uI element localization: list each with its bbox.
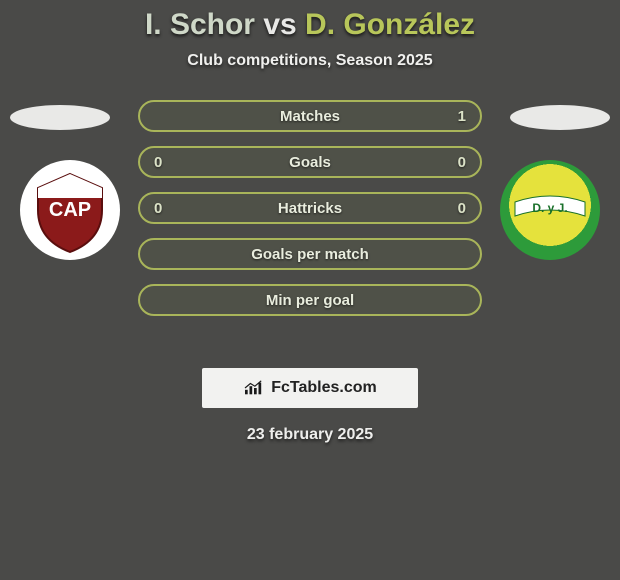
stat-right-value: 0 [436,154,466,171]
brand-text: FcTables.com [271,379,377,397]
page-title: I. Schor vs D. González [0,8,620,42]
stat-row-hattricks: 0 Hattricks 0 [138,192,482,224]
vs-text: vs [263,8,296,41]
stat-left-value: 0 [154,154,184,171]
stat-row-min-per-goal: Min per goal [138,284,482,316]
stat-left-value: 0 [154,200,184,217]
stat-label: Min per goal [184,292,436,309]
stat-right-value: 0 [436,200,466,217]
crest-right-banner-text: D. y J. [532,201,567,215]
stat-label: Goals per match [184,246,436,263]
player1-name: I. Schor [145,8,255,41]
brand-badge: FcTables.com [202,368,418,408]
bar-chart-icon [243,379,265,397]
stat-label: Hattricks [184,200,436,217]
player2-avatar [510,105,610,130]
player2-name: D. González [305,8,475,41]
stat-right-value: 1 [436,108,466,125]
player1-avatar [10,105,110,130]
crest-left-letters: CAP [49,199,91,221]
stat-label: Matches [184,108,436,125]
stat-row-goals-per-match: Goals per match [138,238,482,270]
player1-team-crest: CAP [20,160,120,260]
stat-row-goals: 0 Goals 0 [138,146,482,178]
subtitle: Club competitions, Season 2025 [0,52,620,70]
player2-team-crest: D. y J. [500,160,600,260]
stat-row-matches: Matches 1 [138,100,482,132]
footer-date: 23 february 2025 [0,426,620,444]
stat-label: Goals [184,154,436,171]
stats-rows: Matches 1 0 Goals 0 0 Hattricks 0 Goals … [138,100,482,330]
